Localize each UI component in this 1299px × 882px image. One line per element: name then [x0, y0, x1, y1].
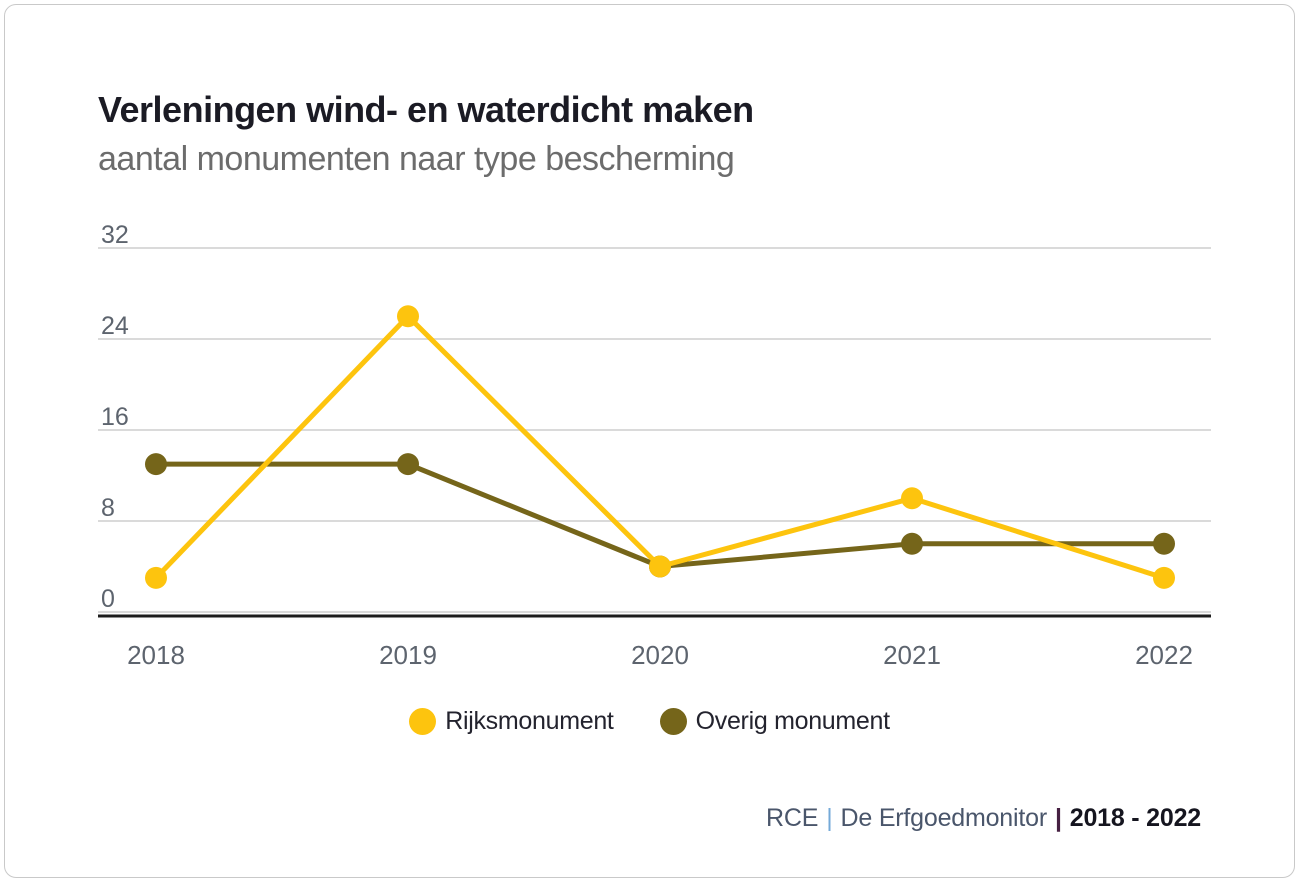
line-chart: 0 8 16 24 32 2018 2019 2020 2021 2022 [98, 221, 1211, 670]
separator: | [826, 804, 833, 832]
svg-text:2021: 2021 [883, 640, 941, 670]
separator: | [1054, 804, 1062, 832]
page-title: Verleningen wind- en waterdicht maken [98, 89, 754, 130]
legend-label: Rijksmonument [445, 707, 614, 735]
svg-text:2022: 2022 [1135, 640, 1193, 670]
overig-monument-dot-icon [659, 708, 687, 735]
page-subtitle: aantal monumenten naar type bescherming [98, 140, 735, 178]
legend-label: Overig monument [695, 707, 891, 735]
source-name: RCE [766, 804, 819, 832]
svg-text:16: 16 [101, 403, 129, 431]
svg-text:24: 24 [101, 312, 129, 340]
year-range: 2018 - 2022 [1069, 804, 1201, 832]
monitor-name: De Erfgoedmonitor [840, 804, 1048, 832]
svg-text:8: 8 [101, 494, 115, 522]
source-attribution: RCE | De Erfgoedmonitor | 2018 - 2022 [766, 804, 1201, 833]
svg-text:2020: 2020 [631, 640, 689, 670]
svg-text:32: 32 [101, 221, 129, 249]
chart-card: Verleningen wind- en waterdicht maken aa… [4, 4, 1295, 878]
legend-item-overig-monument: Overig monument [659, 707, 891, 736]
chart-legend: Rijksmonument Overig monument [5, 707, 1294, 736]
line-chart-area: 0 8 16 24 32 2018 2019 2020 2021 2022 [98, 210, 1211, 675]
svg-text:2018: 2018 [127, 640, 185, 670]
svg-text:0: 0 [101, 585, 115, 613]
svg-text:2019: 2019 [379, 640, 437, 670]
legend-item-rijksmonument: Rijksmonument [409, 707, 614, 736]
rijksmonument-dot-icon [409, 708, 437, 735]
